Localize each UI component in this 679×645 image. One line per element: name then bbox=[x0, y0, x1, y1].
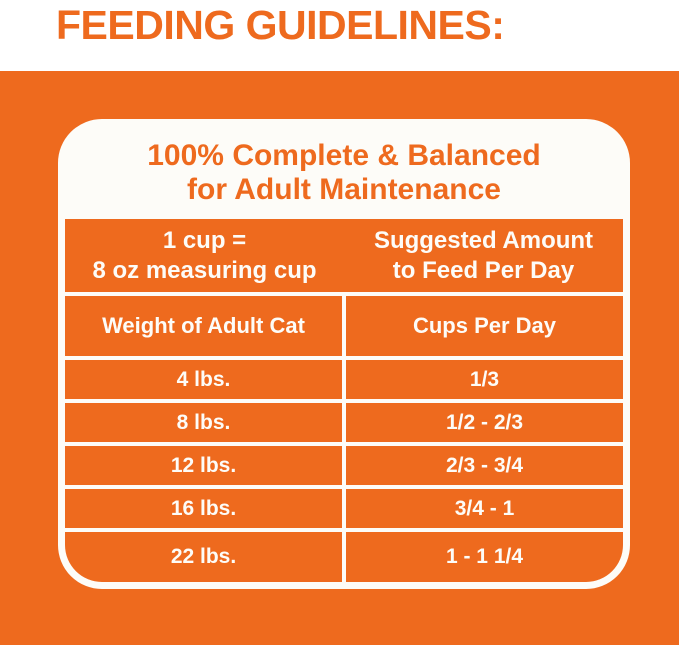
card-title-line1: 100% Complete & Balanced bbox=[147, 138, 541, 172]
table-row: 16 lbs. 3/4 - 1 bbox=[65, 489, 623, 528]
cups-cell: 3/4 - 1 bbox=[346, 489, 623, 528]
table-row: 12 lbs. 2/3 - 3/4 bbox=[65, 446, 623, 485]
card-title: 100% Complete & Balanced for Adult Maint… bbox=[65, 126, 623, 219]
weight-cell: 22 lbs. bbox=[65, 532, 342, 582]
cups-cell: 2/3 - 3/4 bbox=[346, 446, 623, 485]
weight-cell: 8 lbs. bbox=[65, 403, 342, 442]
card-title-line2: for Adult Maintenance bbox=[187, 172, 501, 206]
table-header-row: 1 cup = 8 oz measuring cup Suggested Amo… bbox=[65, 219, 623, 292]
weight-column-header: Weight of Adult Cat bbox=[65, 296, 342, 356]
cups-cell: 1/3 bbox=[346, 360, 623, 399]
column-header-row: Weight of Adult Cat Cups Per Day bbox=[65, 296, 623, 356]
feeding-table-card: 100% Complete & Balanced for Adult Maint… bbox=[58, 119, 630, 589]
cup-measure-line1: 1 cup = bbox=[162, 226, 247, 254]
cups-cell: 1 - 1 1/4 bbox=[346, 532, 623, 582]
cups-column-header: Cups Per Day bbox=[346, 296, 623, 356]
suggested-amount-line1: Suggested Amount bbox=[373, 226, 594, 254]
weight-cell: 12 lbs. bbox=[65, 446, 342, 485]
cup-measure-line2: 8 oz measuring cup bbox=[92, 256, 317, 284]
table-row: 8 lbs. 1/2 - 2/3 bbox=[65, 403, 623, 442]
page-title: FEEDING GUIDELINES: bbox=[56, 1, 505, 48]
cups-cell: 1/2 - 2/3 bbox=[346, 403, 623, 442]
table-row: 22 lbs. 1 - 1 1/4 bbox=[65, 532, 623, 582]
weight-cell: 16 lbs. bbox=[65, 489, 342, 528]
suggested-amount-line2: to Feed Per Day bbox=[392, 256, 575, 284]
suggested-amount-header: Suggested Amount to Feed Per Day bbox=[344, 219, 623, 292]
table-row: 4 lbs. 1/3 bbox=[65, 360, 623, 399]
cup-measure-header: 1 cup = 8 oz measuring cup bbox=[65, 219, 344, 292]
weight-cell: 4 lbs. bbox=[65, 360, 342, 399]
